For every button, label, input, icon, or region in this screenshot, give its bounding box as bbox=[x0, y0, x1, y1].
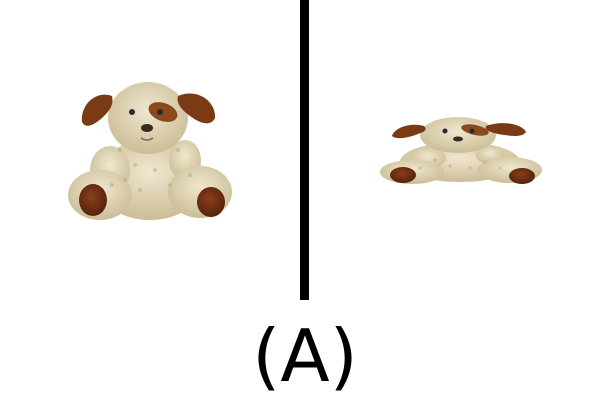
plush-nose bbox=[141, 124, 153, 132]
plush-right-ear bbox=[177, 93, 216, 124]
plush-left-paw-pad bbox=[390, 167, 416, 183]
plush-right-paw-pad bbox=[197, 187, 225, 217]
plush-nose bbox=[453, 136, 463, 142]
right-panel bbox=[310, 0, 610, 300]
plush-left-paw-pad bbox=[79, 184, 107, 216]
plush-dog-flattened-image bbox=[380, 117, 542, 184]
plush-right-paw-pad bbox=[509, 168, 535, 184]
plush-right-eye bbox=[469, 128, 475, 134]
plush-dog-front-image bbox=[68, 82, 232, 220]
plush-fur-texture bbox=[110, 148, 192, 192]
plush-fur-texture bbox=[418, 158, 502, 170]
plush-left-ear bbox=[81, 94, 113, 126]
plush-eye-patch bbox=[461, 124, 489, 136]
panel-caption: (A) bbox=[252, 314, 358, 398]
plush-right-eye bbox=[157, 109, 163, 115]
left-panel bbox=[0, 0, 300, 300]
plush-left-eye bbox=[129, 109, 135, 115]
plush-left-eye bbox=[442, 128, 448, 134]
plush-mouth bbox=[140, 137, 154, 141]
vertical-divider bbox=[300, 0, 309, 300]
plush-head bbox=[108, 82, 188, 154]
plush-right-ear bbox=[485, 123, 526, 136]
plush-left-ear bbox=[392, 124, 426, 139]
